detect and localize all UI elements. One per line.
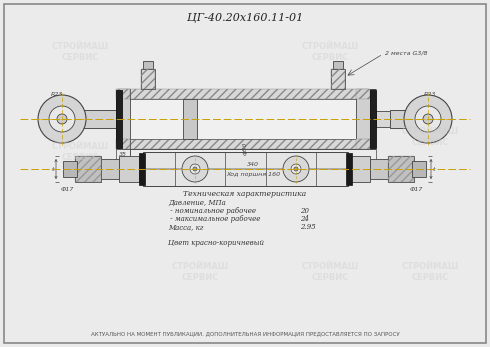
Bar [116,139,130,149]
Text: СТРОЙМАШ
СЕРВИС: СТРОЙМАШ СЕРВИС [51,42,109,62]
Text: ЦГ-40.20х160.11-01: ЦГ-40.20х160.11-01 [187,13,303,23]
Text: 35: 35 [119,152,127,157]
Bar [350,156,370,182]
Circle shape [57,114,67,124]
Bar [370,159,390,179]
Text: Ф17: Ф17 [60,187,74,192]
Text: ф20: ф20 [186,103,191,115]
Bar [331,69,345,89]
Text: t: t [51,167,54,171]
Text: Техническая характеристика: Техническая характеристика [183,190,307,198]
Bar [118,89,368,99]
Bar [183,99,197,139]
Bar [143,61,153,69]
Circle shape [415,106,441,132]
Text: Масса, кг: Масса, кг [168,223,203,231]
Bar [346,153,352,185]
Text: 2 места G3/8: 2 места G3/8 [385,51,427,56]
Text: - номинальное рабочее: - номинальное рабочее [168,207,256,215]
Bar [118,89,368,149]
Bar [62,110,118,128]
Text: СТРОЙМАШ
СЕРВИС: СТРОЙМАШ СЕРВИС [401,262,459,282]
Circle shape [294,167,298,171]
Bar [139,153,145,185]
Bar [388,156,414,182]
Text: СТРОЙМАШ
СЕРВИС: СТРОЙМАШ СЕРВИС [401,127,459,147]
Circle shape [182,156,208,182]
Text: ф40: ф40 [193,103,198,115]
Text: Ф17: Ф17 [409,187,423,192]
Circle shape [193,167,197,171]
Bar [118,99,368,139]
Bar [356,89,370,149]
Circle shape [49,106,75,132]
Bar [412,161,426,177]
Text: 2.95: 2.95 [300,223,316,231]
Bar [116,89,130,149]
Text: Цвет красно-коричневый: Цвет красно-коричневый [168,239,264,247]
Bar [370,90,376,148]
Circle shape [423,114,433,124]
Bar [119,156,139,182]
Bar [99,159,119,179]
Circle shape [38,95,86,143]
Text: R23: R23 [51,92,63,97]
Text: АКТУАЛЬНО НА МОМЕНТ ПУБЛИКАЦИИ. ДОПОЛНИТЕЛЬНАЯ ИНФОРМАЦИЯ ПРЕДОСТАВЛЯЕТСЯ ПО ЗАП: АКТУАЛЬНО НА МОМЕНТ ПУБЛИКАЦИИ. ДОПОЛНИТ… [91,331,399,336]
Text: Ход поршня 160: Ход поршня 160 [226,172,280,177]
Bar [390,110,428,128]
Bar [388,156,414,182]
Text: СТРОЙМАШ
СЕРВИС: СТРОЙМАШ СЕРВИС [51,142,109,162]
Text: СТРОЙМАШ
СЕРВИС: СТРОЙМАШ СЕРВИС [172,262,228,282]
Text: - максимальное рабочее: - максимальное рабочее [168,215,260,223]
Text: ф50: ф50 [243,142,247,155]
Text: t: t [433,167,436,171]
Text: СТРОЙМАШ
СЕРВИС: СТРОЙМАШ СЕРВИС [301,42,359,62]
Bar [75,156,101,182]
Circle shape [190,164,200,174]
Bar [376,111,390,127]
Bar [75,156,101,182]
Bar [141,69,155,89]
Bar [143,152,348,186]
Bar [331,69,345,89]
Bar [356,89,370,99]
Text: R23: R23 [424,92,436,97]
Text: 24: 24 [300,215,309,223]
Text: Давление, МПа: Давление, МПа [168,199,226,207]
Bar [116,90,122,148]
Circle shape [283,156,309,182]
Bar [118,139,368,149]
Circle shape [291,164,301,174]
Text: 20: 20 [300,207,309,215]
Bar [141,69,155,89]
Text: 340: 340 [247,162,259,167]
Bar [333,61,343,69]
Circle shape [404,95,452,143]
Bar [116,89,130,99]
Bar [356,139,370,149]
Text: СТРОЙМАШ
СЕРВИС: СТРОЙМАШ СЕРВИС [301,262,359,282]
Bar [63,161,77,177]
